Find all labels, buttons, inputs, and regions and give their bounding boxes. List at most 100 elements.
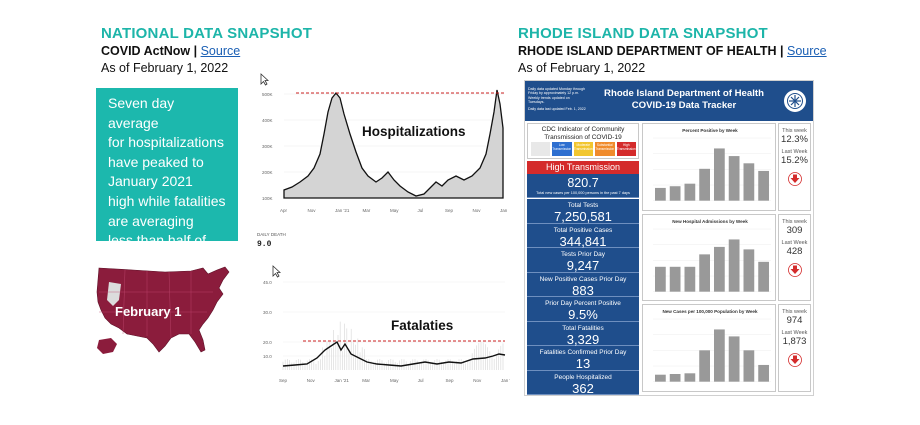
callout-line: Seven day average xyxy=(108,95,175,131)
ri-chart-bar xyxy=(655,375,666,382)
ri-stat-value: 9.5% xyxy=(568,307,598,322)
national-as-of: As of February 1, 2022 xyxy=(101,61,229,75)
ri-banner: Daily data updated Monday through Friday… xyxy=(525,81,813,121)
fatal-x-tick: Mar xyxy=(362,378,370,383)
last-week-label: Last Week xyxy=(781,330,808,337)
fatal-y-tick: 45.0 xyxy=(263,280,272,285)
callout-line: less than half of xyxy=(108,232,207,249)
us-map-shape xyxy=(96,266,230,353)
ri-week-compare-card: This week 309 Last Week 428 xyxy=(778,213,811,302)
ri-chart-bar xyxy=(728,239,740,292)
cdc-legend-key xyxy=(531,142,550,156)
ri-banner-title: Rhode Island Department of Health COVID-… xyxy=(589,88,779,112)
ri-stat-value: 362 xyxy=(572,380,594,396)
ri-stat-value: 883 xyxy=(572,282,594,298)
cursor-icon xyxy=(272,265,282,278)
ri-week-compare-card: This week 12.3% Last Week 15.2% xyxy=(778,123,811,211)
ri-chart-bar xyxy=(655,187,666,201)
down-arrow-icon xyxy=(787,353,802,368)
last-week-label: Last Week xyxy=(781,149,808,155)
hosp-x-tick: May xyxy=(390,208,399,213)
ri-stat-box: Fatalities Confirmed Prior Day 13 xyxy=(527,346,639,371)
ri-chart-bar xyxy=(743,163,755,201)
national-source-link[interactable]: Source xyxy=(200,44,241,58)
fatal-y-tick: 10.0 xyxy=(263,354,272,359)
down-arrow-icon xyxy=(787,262,802,277)
ri-stat-value: 13 xyxy=(575,356,591,371)
ri-weekly-charts: Percent Positive by Week This week 12.3% La… xyxy=(642,123,812,395)
us-map-nevada xyxy=(107,282,121,306)
cdc-title-line2: Transmission of COVID-19 xyxy=(544,133,622,141)
ri-stat-label: Prior Day Percent Positive xyxy=(545,300,621,307)
ri-chart-bar xyxy=(684,266,696,292)
ri-title: RHODE ISLAND DATA SNAPSHOT xyxy=(518,25,768,42)
cdc-level-swatch: Low Transmission xyxy=(552,142,572,156)
hosp-x-tick: Nov xyxy=(473,208,482,213)
fatal-x-tick: May xyxy=(390,378,399,383)
hosp-chart-label: Hospitalizations xyxy=(362,124,466,139)
hosp-x-tick: Sep xyxy=(445,208,454,213)
fatal-x-tick: Sep xyxy=(446,378,455,383)
ri-weekly-chart-card: Percent Positive by Week xyxy=(642,123,776,211)
hosp-y-tick: 400K xyxy=(262,118,273,123)
ri-stat-box: New Positive Cases Prior Day 883 xyxy=(527,272,639,298)
us-map-borders xyxy=(99,269,213,339)
callout-line: January 2021 xyxy=(108,173,193,190)
transmission-level-badge: High Transmission xyxy=(527,161,639,174)
hosp-x-tick: Jan '21 xyxy=(335,208,350,213)
ri-stat-list: Total Tests 7,250,581 Total Positive Cases… xyxy=(527,199,639,396)
ri-stat-value: 3,329 xyxy=(566,331,600,347)
hosp-y-axis: 500K 400K 300K 200K 100K xyxy=(262,92,273,201)
ri-weekly-bar-chart: Percent Positive by Week xyxy=(653,128,771,201)
hosp-y-tick: 300K xyxy=(262,144,273,149)
ri-weekly-chart-card: New Cases per 100,000 Population by Week xyxy=(642,304,776,392)
ri-chart-bar xyxy=(684,183,696,201)
ri-chart-bar xyxy=(713,148,725,201)
ri-stat-label: People Hospitalized xyxy=(554,373,612,381)
ri-chart-bar xyxy=(655,266,666,292)
ri-weekly-chart-card: New Hospital Admissions by Week xyxy=(642,213,776,302)
this-week-label: This week xyxy=(782,218,807,225)
ri-chart-title: Percent Positive by Week xyxy=(682,128,738,133)
this-week-value: 974 xyxy=(786,315,803,327)
ri-source-link[interactable]: Source xyxy=(787,44,827,58)
ri-week-compare-card: This week 974 Last Week 1,873 xyxy=(778,304,811,392)
ri-chart-bar xyxy=(713,329,725,382)
ri-stat-box: Total Fatalities 3,329 xyxy=(527,321,639,347)
cdc-level-swatch: High Transmission xyxy=(616,142,636,156)
ri-weekly-bar-chart: New Hospital Admissions by Week xyxy=(653,219,771,292)
ri-stat-label: Tests Prior Day xyxy=(560,251,606,258)
national-title: NATIONAL DATA SNAPSHOT xyxy=(101,25,313,42)
ri-stat-label: Total Fatalities xyxy=(562,324,604,332)
national-source-prefix: COVID ActNow | xyxy=(101,44,201,58)
national-source-line: COVID ActNow | Source xyxy=(101,44,240,58)
fatal-header-label: DAILY DEATH xyxy=(257,232,286,237)
fatal-x-axis: Sep Nov Jan '21 Mar May Jul Sep Nov Jan '22 xyxy=(279,378,510,383)
ri-stat-box: People Hospitalized 362 xyxy=(527,370,639,396)
ri-stat-value: 344,841 xyxy=(559,233,607,249)
ri-source-line: RHODE ISLAND DEPARTMENT OF HEALTH | Sour… xyxy=(518,44,827,58)
ri-weekly-bar-chart: New Cases per 100,000 Population by Week xyxy=(653,309,771,383)
cdc-level-swatch: Substantial Transmission xyxy=(595,142,615,156)
last-week-value: 1,873 xyxy=(782,336,807,348)
ri-chart-bar xyxy=(669,266,681,292)
ri-stat-label: Total Positive Cases xyxy=(553,226,613,234)
callout-line: have peaked to xyxy=(108,153,204,170)
fatal-y-tick: 20.0 xyxy=(263,340,272,345)
ri-chart-bar xyxy=(743,249,755,292)
fatal-y-tick: 30.0 xyxy=(263,310,272,315)
ri-chart-bar xyxy=(758,170,769,201)
ri-source-prefix: RHODE ISLAND DEPARTMENT OF HEALTH | xyxy=(518,44,788,58)
national-callout: Seven day average for hospitalizations hav… xyxy=(96,88,238,268)
last-week-value: 15.2% xyxy=(781,155,808,166)
hospitalizations-chart: 500K 400K 300K 200K 100K Apr Nov Jan '21 Mar May… xyxy=(260,73,508,213)
ri-banner-title-line1: Rhode Island Department of Health xyxy=(604,88,764,99)
ri-stat-value: 9,247 xyxy=(566,258,600,273)
us-map: February 1 xyxy=(96,266,230,354)
cdc-indicator-title: CDC Indicator of Community Transmission … xyxy=(528,124,638,141)
ri-stat-label: Fatalities Confirmed Prior Day xyxy=(539,349,627,356)
fatal-y-axis: 45.0 30.0 20.0 10.0 xyxy=(263,280,505,359)
fatal-chart-label: Fatalaties xyxy=(391,318,453,333)
last-week-label: Last Week xyxy=(781,239,808,246)
ri-stat-box: Total Positive Cases 344,841 xyxy=(527,223,639,249)
